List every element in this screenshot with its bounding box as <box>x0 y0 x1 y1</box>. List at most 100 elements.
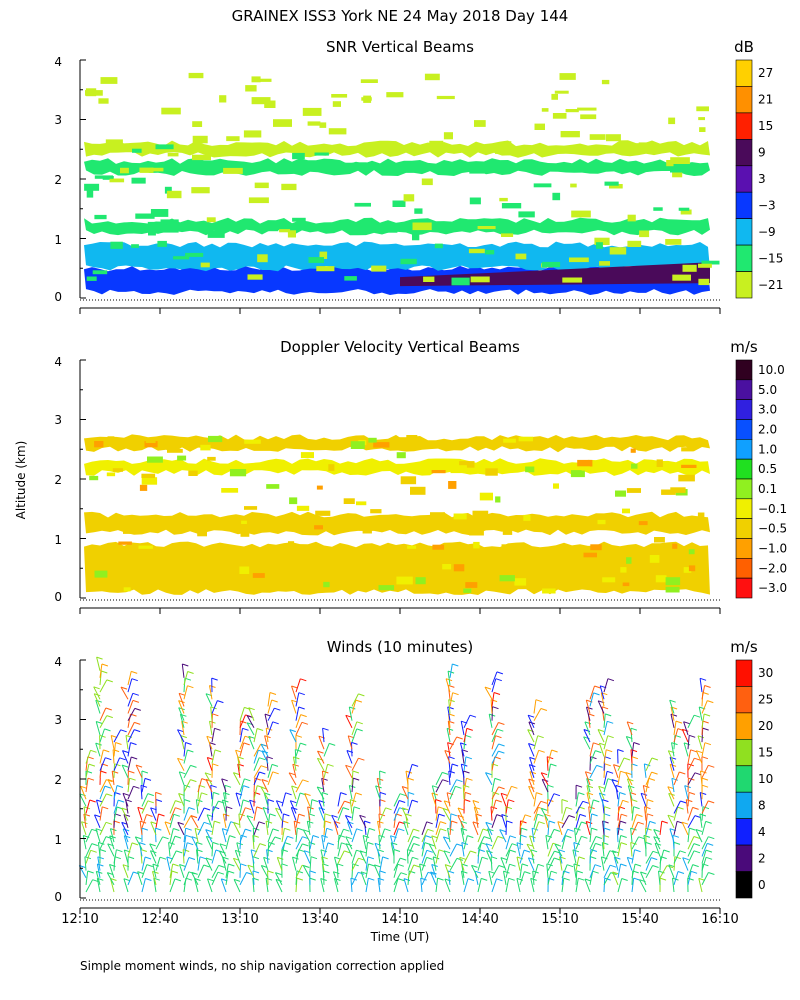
wind-barb-flag <box>592 870 599 874</box>
wind-barb-flag <box>586 821 593 824</box>
wind-barb <box>260 743 269 757</box>
wind-barb-flag <box>531 827 539 831</box>
wind-barb <box>669 764 675 778</box>
wind-barb-flag <box>114 856 121 860</box>
x-tick-label: 12:10 <box>61 912 98 927</box>
heatmap-cell <box>468 248 485 254</box>
wind-barb-flag <box>659 877 667 881</box>
wind-barb <box>253 843 261 857</box>
wind-barb <box>701 857 707 871</box>
heatmap-cell <box>223 167 243 174</box>
wind-barb <box>374 843 381 857</box>
heatmap-cell <box>321 441 334 447</box>
wind-barb-flag <box>690 749 697 753</box>
wind-barb-flag <box>211 677 218 681</box>
heatmap-cell <box>131 177 146 184</box>
wind-barb-flag <box>689 827 696 831</box>
wind-barb <box>351 728 358 743</box>
wind-barb-flag <box>452 692 459 696</box>
heatmap-cell <box>319 251 328 259</box>
wind-barb-flag <box>258 749 265 753</box>
wind-barb-flag <box>175 800 182 804</box>
wind-barb-flag <box>174 878 182 882</box>
wind-barb-flag <box>96 656 103 660</box>
wind-barb <box>699 792 703 807</box>
wind-barb <box>139 821 143 835</box>
wind-barb-flag <box>147 793 154 797</box>
wind-barb <box>210 785 213 800</box>
wind-barb-flag <box>107 779 115 782</box>
wind-barb-flag <box>214 749 222 753</box>
doppler-plot-area <box>84 434 710 595</box>
heatmap-cell <box>412 232 420 241</box>
wind-barb-flag <box>466 777 473 781</box>
wind-barb <box>206 736 213 750</box>
wind-barb <box>526 843 535 857</box>
heatmap-cell <box>94 175 113 179</box>
wind-barb <box>407 828 414 843</box>
wind-barb-flag <box>652 865 659 868</box>
wind-barb-flag <box>607 678 615 682</box>
wind-barb-flag <box>584 878 592 882</box>
wind-barb-flag <box>233 772 240 776</box>
wind-barb-flag <box>266 756 273 760</box>
wind-barb-flag <box>308 813 315 817</box>
wind-barb <box>484 686 493 700</box>
heatmap-cell <box>638 142 651 149</box>
x-tick-label: 12:40 <box>141 912 178 927</box>
wind-barb-flag <box>324 813 332 817</box>
wind-barb-flag <box>173 813 180 817</box>
wind-barb <box>113 792 115 807</box>
colorbar-swatch <box>735 59 753 87</box>
wind-barb <box>701 700 708 714</box>
wind-barb <box>169 807 176 821</box>
wind-barb <box>701 713 705 728</box>
wind-barb <box>376 778 381 793</box>
wind-barb <box>589 836 597 850</box>
wind-barb-flag <box>288 772 296 776</box>
wind-barb-flag <box>175 807 182 811</box>
wind-barb <box>505 799 509 814</box>
wind-barb <box>463 850 471 864</box>
colorbar-label: 25 <box>758 693 773 707</box>
wind-barb <box>347 735 353 750</box>
wind-barb <box>613 856 619 871</box>
wind-barb <box>491 692 495 707</box>
wind-barb-flag <box>310 856 318 860</box>
wind-barb <box>331 815 339 829</box>
heatmap-cell <box>503 438 516 443</box>
wind-barb <box>589 750 596 764</box>
wind-barb-flag <box>368 863 375 867</box>
wind-barb <box>253 765 262 779</box>
wind-barb <box>626 721 633 736</box>
heatmap-cell <box>642 575 659 584</box>
wind-barb <box>444 864 451 878</box>
wind-barb-flag <box>586 792 594 796</box>
wind-barb-flag <box>137 871 144 875</box>
wind-barb <box>239 707 245 721</box>
wind-barb-flag <box>604 806 611 810</box>
wind-barb-flag <box>640 792 648 796</box>
wind-barb-flag <box>540 708 548 711</box>
wind-barb-flag <box>593 799 600 803</box>
heatmap-cell <box>145 437 156 443</box>
wind-barb-flag <box>152 870 159 874</box>
wind-barb <box>150 821 157 836</box>
wind-barb-flag <box>209 742 216 746</box>
wind-barb <box>645 857 652 871</box>
wind-barb <box>645 778 650 793</box>
heatmap-cell <box>139 167 154 173</box>
wind-barb-flag <box>606 749 613 753</box>
wind-barb <box>659 865 668 879</box>
wind-barb-flag <box>612 871 619 875</box>
heatmap-cell <box>139 484 148 491</box>
wind-barb-flag <box>141 827 149 831</box>
wind-barb <box>584 771 591 786</box>
heatmap-cell <box>131 244 139 248</box>
wind-barb <box>631 806 635 821</box>
wind-barb-flag <box>537 863 545 867</box>
wind-barb <box>85 763 90 778</box>
wind-barb <box>99 715 108 729</box>
wind-barb <box>561 829 569 843</box>
wind-barb <box>291 785 297 800</box>
